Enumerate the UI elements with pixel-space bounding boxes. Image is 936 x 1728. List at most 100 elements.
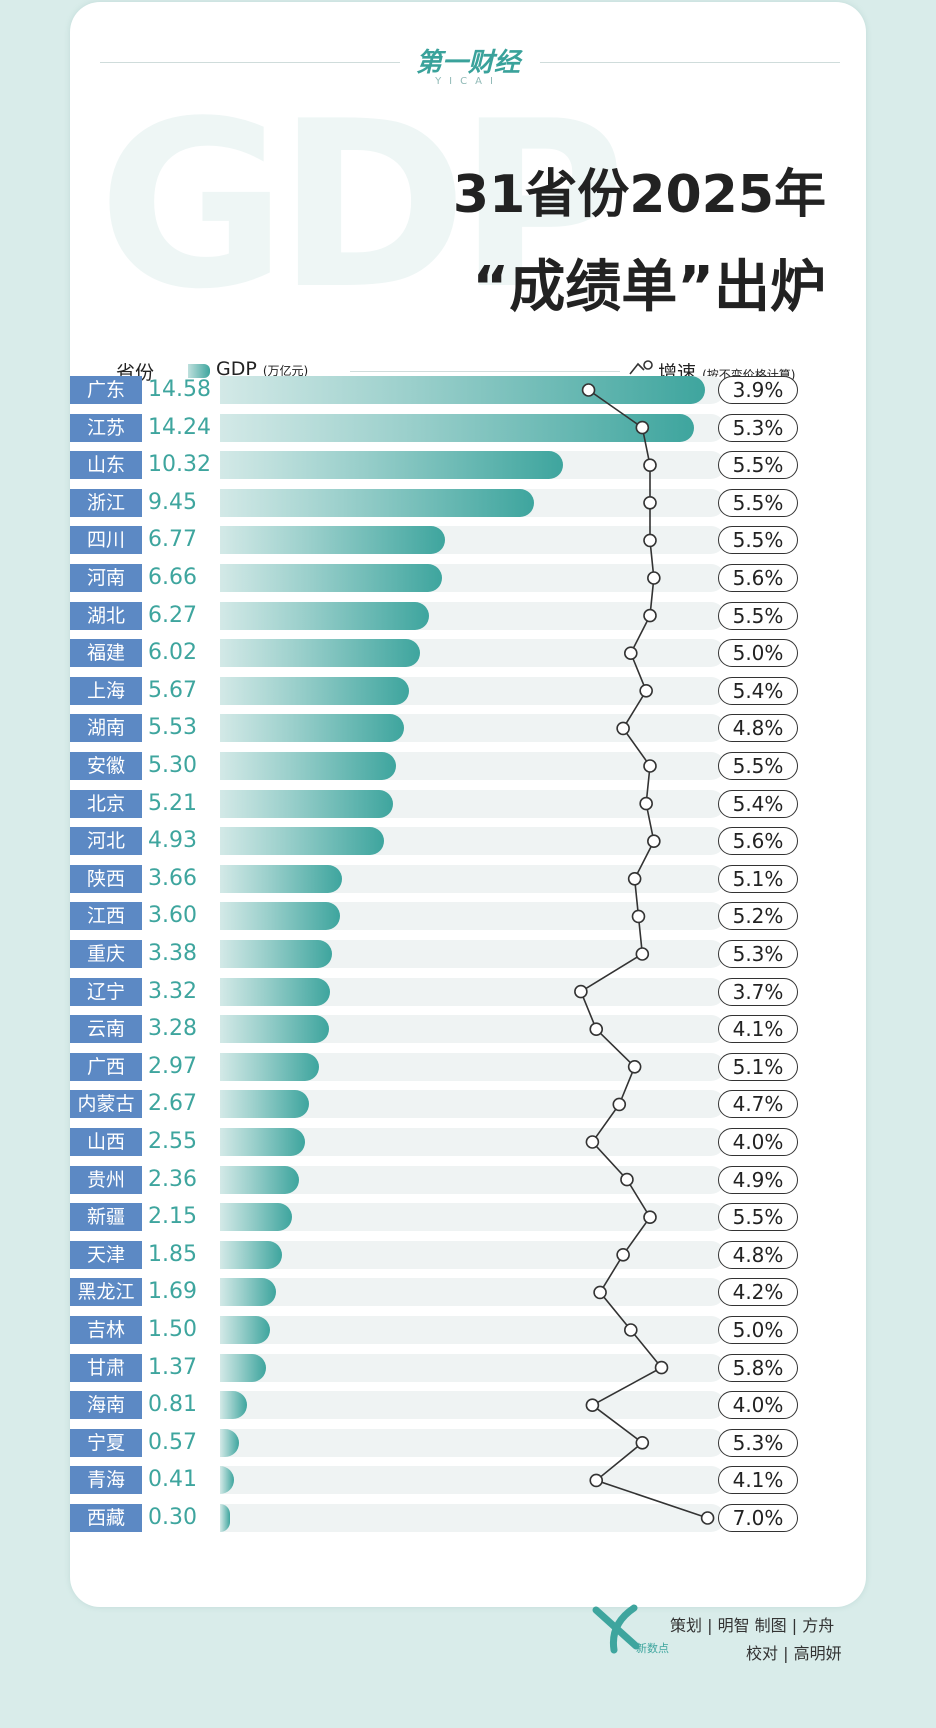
chart-row: 宁夏 0.57 5.3% <box>0 1427 936 1459</box>
province-label: 海南 <box>70 1391 142 1420</box>
bar-track <box>220 1466 725 1495</box>
chart-row: 重庆 3.38 5.3% <box>0 938 936 970</box>
growth-value-label: 4.8% <box>718 1240 798 1269</box>
gdp-bar <box>220 1504 230 1532</box>
province-label: 西藏 <box>70 1504 142 1532</box>
growth-point <box>612 1097 627 1112</box>
gdp-bar <box>220 601 429 630</box>
gdp-bar <box>220 376 705 404</box>
growth-value-label: 4.8% <box>718 714 798 743</box>
chart-row: 广东 14.58 3.9% <box>0 374 936 406</box>
growth-value-label: 4.0% <box>718 1128 798 1156</box>
growth-value-label: 5.6% <box>718 564 798 592</box>
gdp-header-unit: (万亿元) <box>262 364 309 378</box>
gdp-value-label: 3.66 <box>148 865 197 891</box>
title-line-1: 31省份2025年 <box>452 165 826 225</box>
growth-point <box>647 571 661 585</box>
growth-value-label: 5.5% <box>718 451 798 480</box>
chart-row: 河南 6.66 5.6% <box>0 562 936 594</box>
gdp-bar <box>220 789 394 818</box>
bar-track <box>220 1504 725 1532</box>
gdp-value-label: 0.30 <box>148 1505 197 1530</box>
chart-row: 云南 3.28 4.1% <box>0 1013 936 1045</box>
growth-value-label: 4.1% <box>718 1466 798 1495</box>
gdp-bar <box>220 1128 305 1156</box>
gdp-bar <box>220 827 384 856</box>
gdp-value-label: 6.27 <box>148 602 197 628</box>
growth-point <box>635 947 650 961</box>
province-label: 内蒙古 <box>70 1090 142 1119</box>
province-label: 湖北 <box>70 601 142 630</box>
gdp-value-label: 5.21 <box>148 790 197 816</box>
chart-row: 山东 10.32 5.5% <box>0 449 936 481</box>
chart-row: 湖北 6.27 5.5% <box>0 600 936 632</box>
growth-value-label: 5.5% <box>718 752 798 780</box>
chart-row: 四川 6.77 5.5% <box>0 524 936 556</box>
growth-value-label: 5.4% <box>718 676 798 705</box>
gdp-header: GDP (万亿元) <box>216 358 308 380</box>
bar-track <box>220 1240 725 1269</box>
gdp-bar <box>220 1391 247 1420</box>
chart-row: 黑龙江 1.69 4.2% <box>0 1276 936 1308</box>
growth-point <box>635 420 650 435</box>
gdp-value-label: 6.66 <box>148 565 197 590</box>
gdp-bar <box>220 488 535 517</box>
growth-point <box>643 533 657 548</box>
growth-legend-icon <box>629 360 653 375</box>
gdp-bar <box>220 451 564 480</box>
gdp-bar <box>220 1240 282 1269</box>
province-label: 北京 <box>70 789 142 818</box>
gdp-bar <box>220 1090 309 1119</box>
province-label: 广西 <box>70 1052 142 1081</box>
gdp-bar <box>220 1466 234 1495</box>
gdp-value-label: 5.30 <box>148 753 197 778</box>
gdp-bar <box>220 413 694 442</box>
growth-point <box>585 1398 600 1412</box>
chart-row: 青海 0.41 4.1% <box>0 1464 936 1496</box>
growth-value-label: 4.2% <box>718 1278 798 1307</box>
gdp-bar <box>220 1428 239 1457</box>
growth-value-label: 5.0% <box>718 639 798 668</box>
footer-logo-icon <box>592 1604 640 1654</box>
growth-value-label: 5.6% <box>718 827 798 856</box>
brand-logo: 第一财经 <box>415 48 520 78</box>
gdp-value-label: 6.77 <box>148 527 197 553</box>
bar-track <box>220 1278 725 1307</box>
footer-logo-text: 新数点 <box>636 1642 669 1655</box>
growth-value-label: 4.9% <box>718 1165 798 1194</box>
growth-point <box>623 646 638 661</box>
growth-value-label: 5.3% <box>718 1428 798 1457</box>
province-label: 江西 <box>70 902 142 931</box>
growth-value-label: 5.3% <box>718 940 798 968</box>
growth-point <box>643 458 657 473</box>
growth-value-label: 5.5% <box>718 488 798 517</box>
growth-point <box>627 1060 642 1074</box>
growth-value-label: 5.4% <box>718 789 798 818</box>
province-label: 吉林 <box>70 1316 142 1344</box>
gdp-value-label: 0.41 <box>148 1467 197 1493</box>
province-label: 宁夏 <box>70 1428 142 1457</box>
growth-point <box>643 759 657 773</box>
growth-point <box>589 1473 604 1488</box>
gdp-value-label: 2.55 <box>148 1129 197 1154</box>
growth-point <box>616 721 630 736</box>
chart-row: 新疆 2.15 5.5% <box>0 1201 936 1233</box>
growth-value-label: 4.7% <box>718 1090 798 1119</box>
province-label: 江苏 <box>70 413 142 442</box>
title-line-2: “成绩单”出炉 <box>472 255 826 320</box>
gdp-value-label: 2.15 <box>148 1204 197 1230</box>
gdp-legend-swatch <box>188 364 210 378</box>
chart-row: 山西 2.55 4.0% <box>0 1126 936 1158</box>
gdp-bar <box>220 1353 266 1382</box>
chart-row: 陕西 3.66 5.1% <box>0 863 936 895</box>
bar-track <box>220 1353 725 1382</box>
growth-point <box>639 683 653 698</box>
gdp-value-label: 1.85 <box>148 1241 197 1267</box>
growth-point <box>589 1022 604 1036</box>
gdp-value-label: 14.24 <box>148 414 211 440</box>
bar-track <box>220 1316 725 1344</box>
growth-point <box>581 383 596 397</box>
province-label: 河北 <box>70 827 142 856</box>
growth-point <box>700 1511 715 1525</box>
